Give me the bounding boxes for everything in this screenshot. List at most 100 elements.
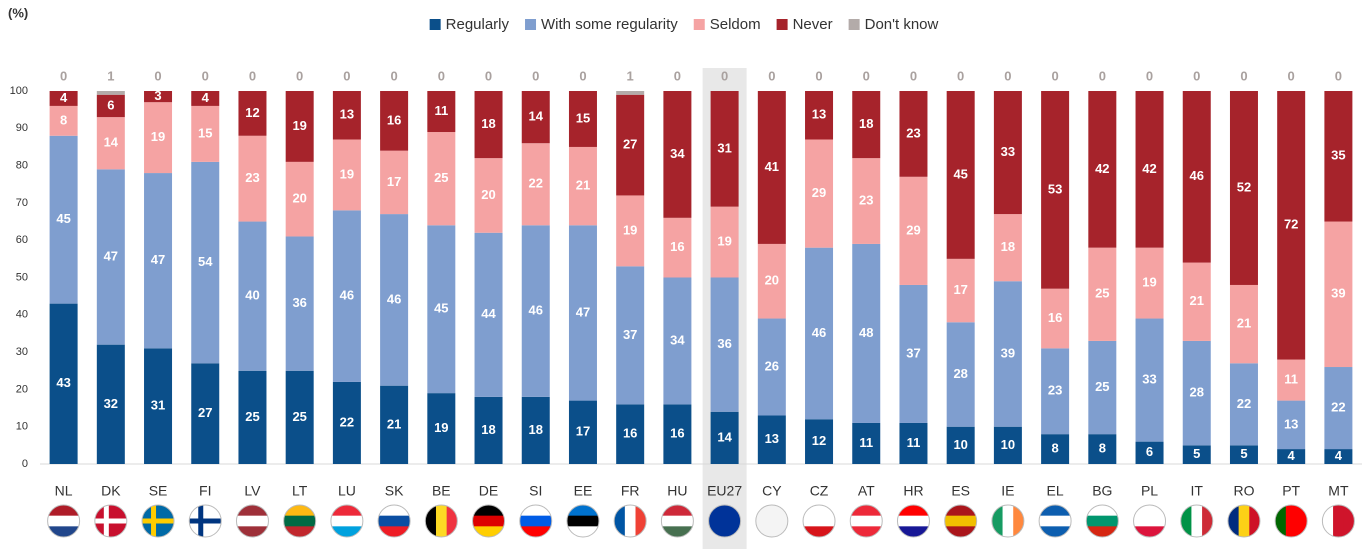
data-label: 47	[576, 304, 590, 319]
flag-part	[330, 526, 363, 537]
flag-part	[283, 515, 316, 527]
x-tick-label: DK	[101, 483, 121, 499]
data-label: 10	[953, 437, 967, 452]
flag-part	[897, 526, 930, 537]
flag	[850, 505, 883, 537]
data-label: 3	[154, 88, 161, 103]
y-tick-label: 60	[16, 234, 28, 246]
flag-part	[47, 526, 80, 537]
data-label: 15	[198, 125, 212, 140]
flag-part	[236, 526, 269, 537]
bar-segment	[144, 102, 173, 174]
bar-segment	[285, 236, 314, 371]
data-label: 0	[768, 68, 775, 83]
bar-segment	[380, 91, 409, 151]
bar-segment	[474, 91, 503, 159]
bar-segment	[993, 214, 1022, 282]
flag-part	[944, 515, 977, 527]
flag-part	[1133, 505, 1166, 517]
flag	[1086, 505, 1119, 537]
bar-segment	[1277, 91, 1306, 360]
flag-part	[1039, 515, 1072, 527]
y-tick-label: 50	[16, 271, 28, 283]
data-label: 28	[1190, 385, 1204, 400]
x-tick-label: SK	[385, 483, 404, 499]
data-label: 21	[1190, 293, 1204, 308]
bar-segment	[1182, 445, 1211, 464]
flag	[708, 505, 741, 537]
x-tick-label: BG	[1092, 483, 1112, 499]
flag	[944, 505, 977, 537]
data-label: 18	[529, 422, 543, 437]
bar-segment	[521, 91, 550, 144]
x-tick-label: PL	[1141, 483, 1158, 499]
flag-border	[1321, 504, 1355, 538]
bar-segment	[1088, 91, 1117, 248]
legend: Regularly With some regularity Seldom Never…	[429, 16, 939, 33]
flag-part	[991, 505, 1004, 537]
bar-segment	[757, 91, 786, 244]
bar-segment	[1135, 91, 1164, 248]
bar-segment	[285, 91, 314, 162]
data-label: 45	[953, 166, 967, 181]
data-label: 11	[859, 435, 873, 450]
flag-part	[446, 505, 458, 537]
flag-border	[755, 504, 789, 538]
data-label: 5	[1193, 446, 1200, 461]
data-label: 11	[434, 103, 448, 118]
flag-part	[635, 505, 647, 537]
data-label: 22	[1237, 396, 1251, 411]
flag-part	[1238, 505, 1250, 537]
data-label: 23	[859, 192, 873, 207]
data-label: 0	[863, 68, 870, 83]
x-tick-label: SE	[149, 483, 168, 499]
bar-segment	[474, 158, 503, 233]
legend-label: Don't know	[865, 16, 939, 33]
bar-segment	[474, 232, 503, 397]
data-label: 4	[60, 90, 68, 105]
data-label: 27	[198, 405, 212, 420]
bar-segment	[49, 135, 78, 304]
data-label: 72	[1284, 217, 1298, 232]
flag-border	[377, 504, 411, 538]
flag	[803, 505, 836, 537]
data-label: 25	[292, 409, 306, 424]
x-tick-label: CY	[762, 483, 782, 499]
data-label: 4	[1288, 448, 1296, 463]
x-tick-label: RO	[1233, 483, 1254, 499]
bar-segment	[757, 318, 786, 416]
bar-segment	[49, 105, 78, 136]
x-tick-label: FR	[621, 483, 640, 499]
bar-segment	[616, 94, 645, 196]
flag-border	[94, 504, 128, 538]
x-tick-label: IT	[1191, 483, 1204, 499]
flag-part	[1285, 505, 1298, 537]
flag-border	[660, 504, 694, 538]
data-label: 0	[1288, 68, 1295, 83]
y-tick-label: 40	[16, 309, 28, 321]
flag-part	[1202, 505, 1213, 537]
data-label: 10	[1001, 437, 1015, 452]
flag-border	[802, 504, 836, 538]
bar-segment	[1135, 441, 1164, 464]
bar-segment	[191, 161, 220, 364]
data-label: 23	[906, 125, 920, 140]
data-label: 33	[1142, 372, 1156, 387]
flag-part	[1039, 505, 1072, 517]
flag-part	[614, 505, 626, 537]
bar-segment	[332, 91, 361, 140]
data-label: 13	[1284, 416, 1298, 431]
flag-part	[1275, 505, 1287, 537]
data-label: 34	[670, 332, 685, 347]
bar-segment	[805, 139, 834, 248]
flag-part	[803, 526, 836, 537]
bar-segment	[663, 91, 692, 218]
bar-segment	[663, 277, 692, 405]
flag-part	[519, 526, 552, 537]
flag-part	[803, 515, 836, 527]
flag	[566, 505, 599, 537]
flag-part	[1249, 505, 1260, 537]
flag-border	[330, 504, 364, 538]
flag-part	[1333, 505, 1345, 537]
